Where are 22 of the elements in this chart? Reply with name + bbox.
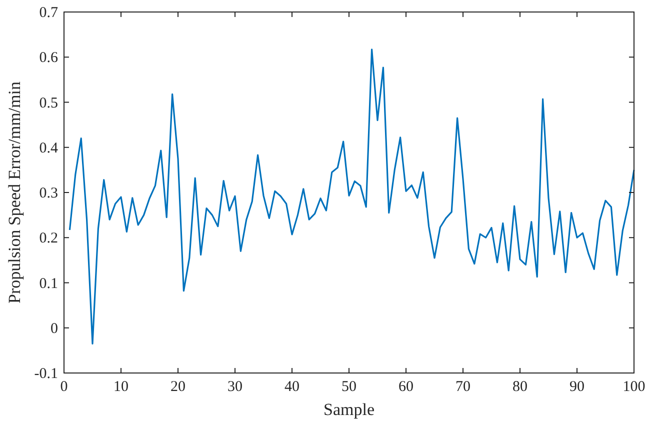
- y-tick-label: 0.2: [39, 230, 58, 247]
- x-tick-label: 30: [228, 379, 242, 395]
- x-tick-label: 80: [512, 379, 528, 395]
- y-tick-label: 0.1: [39, 276, 58, 292]
- y-tick-label: 0.6: [39, 50, 58, 66]
- y-axis-title: Propulsion Speed Error/mm/min: [5, 81, 24, 304]
- y-tick-label: -0.1: [34, 366, 58, 382]
- x-tick-label: 20: [170, 379, 186, 395]
- x-tick-label: 10: [114, 379, 128, 395]
- x-tick-label: 60: [398, 379, 414, 395]
- x-tick-label: 90: [570, 379, 584, 395]
- x-tick-label: 70: [456, 379, 470, 395]
- y-tick-label: 0.7: [39, 5, 58, 21]
- y-tick-label: 0.5: [39, 95, 58, 112]
- y-tick-label: 0: [50, 320, 58, 337]
- x-tick-label: 100: [622, 379, 646, 395]
- y-tick-label: 0.3: [39, 186, 58, 202]
- x-tick-label: 50: [342, 379, 356, 395]
- x-axis-title: Sample: [324, 400, 374, 419]
- line-series: [68, 48, 635, 344]
- x-tick-label: 40: [284, 379, 300, 395]
- y-tick-label: 0.4: [39, 140, 58, 156]
